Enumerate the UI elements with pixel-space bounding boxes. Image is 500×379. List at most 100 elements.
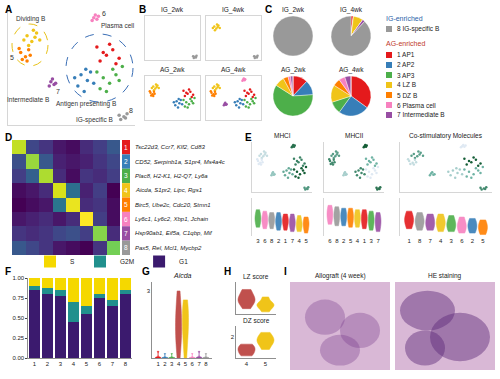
svg-text:5: 5 [349,238,353,244]
svg-text:I: I [284,266,287,277]
svg-text:7: 7 [124,230,128,237]
svg-text:E: E [245,132,252,143]
svg-text:4: 4 [124,187,128,194]
svg-text:Intermediate B: Intermediate B [7,96,49,103]
svg-text:2: 2 [471,238,475,244]
svg-text:Antigen presenting B: Antigen presenting B [56,100,116,108]
svg-text:C: C [265,4,272,15]
svg-text:3: 3 [370,238,374,244]
svg-text:Pax5, Rel, Mcl1, Mycbp2: Pax5, Rel, Mcl1, Mycbp2 [135,245,202,251]
svg-text:Aicda, S1pr2, Lipc, Rgs1: Aicda, S1pr2, Lipc, Rgs1 [135,187,202,193]
svg-text:1: 1 [407,238,411,244]
svg-text:D: D [5,132,12,143]
svg-text:1: 1 [33,361,37,367]
svg-text:2: 2 [163,361,167,367]
svg-text:MHCII: MHCII [345,132,364,139]
svg-text:8: 8 [124,361,128,367]
svg-text:2 AP2: 2 AP2 [397,61,415,68]
svg-text:CD52, Serpinb1a, S1pr4, Ms4a4c: CD52, Serpinb1a, S1pr4, Ms4a4c [135,159,225,165]
svg-text:IG_2wk: IG_2wk [161,6,184,14]
svg-text:Plac8, H2-K1, H2-Q7, Ly6a: Plac8, H2-K1, H2-Q7, Ly6a [135,173,208,179]
svg-text:4 LZ B: 4 LZ B [397,81,416,88]
svg-text:IG-specific B: IG-specific B [76,116,113,124]
svg-text:8: 8 [335,238,339,244]
svg-text:G1: G1 [179,258,188,265]
svg-text:7 Intermediate B: 7 Intermediate B [397,111,445,118]
svg-text:8: 8 [418,238,422,244]
svg-text:8 IG-specific B: 8 IG-specific B [397,25,439,33]
svg-text:Aicda: Aicda [173,272,192,279]
svg-text:IG_4wk: IG_4wk [340,6,363,14]
svg-text:3: 3 [59,361,63,367]
svg-text:F: F [5,266,11,277]
svg-text:IG-enriched: IG-enriched [386,15,423,22]
svg-text:7: 7 [111,361,115,367]
svg-text:HE staining: HE staining [428,272,462,280]
svg-text:5: 5 [10,54,14,61]
svg-text:AG_4wk: AG_4wk [339,66,364,74]
svg-text:AG_2wk: AG_2wk [281,66,306,74]
svg-text:3: 3 [170,361,174,367]
svg-text:3: 3 [450,238,454,244]
svg-text:5: 5 [124,201,128,208]
svg-text:G2M: G2M [120,258,134,265]
svg-text:4: 4 [245,361,249,367]
svg-text:6: 6 [102,10,106,17]
svg-text:8: 8 [204,361,208,367]
svg-text:0.00: 0.00 [13,355,25,361]
svg-text:AG_4wk: AG_4wk [221,66,246,74]
svg-text:1: 1 [284,238,288,244]
svg-text:Allograft (4 week): Allograft (4 week) [315,272,366,280]
svg-text:2: 2 [231,334,235,340]
svg-text:4: 4 [298,238,302,244]
svg-text:3 AP3: 3 AP3 [397,72,415,79]
svg-text:2: 2 [46,361,50,367]
svg-text:1 AP1: 1 AP1 [397,51,415,58]
svg-text:1.00: 1.00 [13,275,25,281]
svg-text:5: 5 [264,361,268,367]
svg-text:6: 6 [191,361,195,367]
svg-text:Ly6c1, Ly6c2, Xbp1, Jchain: Ly6c1, Ly6c2, Xbp1, Jchain [135,216,209,222]
svg-text:8: 8 [129,107,133,114]
svg-text:2: 2 [124,158,128,165]
svg-text:DZ score: DZ score [243,317,270,324]
svg-text:4: 4 [177,361,181,367]
svg-text:0.75: 0.75 [13,295,25,301]
svg-text:4: 4 [356,238,360,244]
svg-text:IG_4wk: IG_4wk [222,6,245,14]
svg-text:7: 7 [291,238,295,244]
svg-text:MHCI: MHCI [274,132,291,139]
svg-text:7: 7 [429,238,433,244]
svg-text:B: B [139,4,146,15]
svg-text:0.50: 0.50 [13,315,25,321]
svg-text:4: 4 [72,361,76,367]
svg-text:5: 5 [85,361,89,367]
svg-text:4: 4 [439,238,443,244]
svg-text:6: 6 [460,238,464,244]
svg-text:3: 3 [124,172,128,179]
svg-text:H: H [224,266,231,277]
svg-text:Tsc22d3, Ccr7, Klf2, Cd83: Tsc22d3, Ccr7, Klf2, Cd83 [135,144,205,150]
svg-text:8: 8 [124,244,128,251]
svg-text:6 Plasma cell: 6 Plasma cell [397,102,436,109]
svg-text:LZ score: LZ score [243,273,269,280]
svg-text:7: 7 [376,238,380,244]
svg-text:6: 6 [328,238,332,244]
svg-text:Hsp90ab1, Eif5a, C1qbp, Mif: Hsp90ab1, Eif5a, C1qbp, Mif [135,230,213,236]
svg-text:Plasma cell: Plasma cell [101,22,135,29]
svg-text:Dividing B: Dividing B [16,15,45,23]
svg-text:1: 1 [156,361,160,367]
svg-text:1: 1 [363,238,367,244]
svg-text:5: 5 [184,361,188,367]
svg-text:8: 8 [270,238,274,244]
svg-text:S: S [70,258,75,265]
svg-text:Birc5, Ube2c, Cdc20, Stmn1: Birc5, Ube2c, Cdc20, Stmn1 [135,202,211,208]
svg-text:A: A [5,4,12,15]
svg-text:2: 2 [342,238,346,244]
svg-text:G: G [142,266,150,277]
svg-text:6: 6 [124,216,128,223]
svg-text:7: 7 [197,361,201,367]
svg-text:7: 7 [56,88,60,95]
svg-text:5 DZ B: 5 DZ B [397,92,417,99]
svg-text:3: 3 [147,288,151,294]
